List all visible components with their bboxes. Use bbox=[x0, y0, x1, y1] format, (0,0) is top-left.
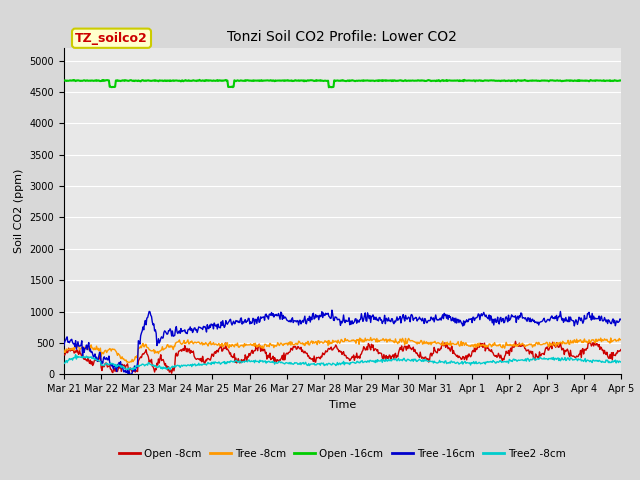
Title: Tonzi Soil CO2 Profile: Lower CO2: Tonzi Soil CO2 Profile: Lower CO2 bbox=[227, 30, 458, 44]
X-axis label: Time: Time bbox=[329, 400, 356, 409]
Legend: Open -8cm, Tree -8cm, Open -16cm, Tree -16cm, Tree2 -8cm: Open -8cm, Tree -8cm, Open -16cm, Tree -… bbox=[115, 445, 570, 463]
Text: TZ_soilco2: TZ_soilco2 bbox=[75, 32, 148, 45]
Y-axis label: Soil CO2 (ppm): Soil CO2 (ppm) bbox=[14, 169, 24, 253]
